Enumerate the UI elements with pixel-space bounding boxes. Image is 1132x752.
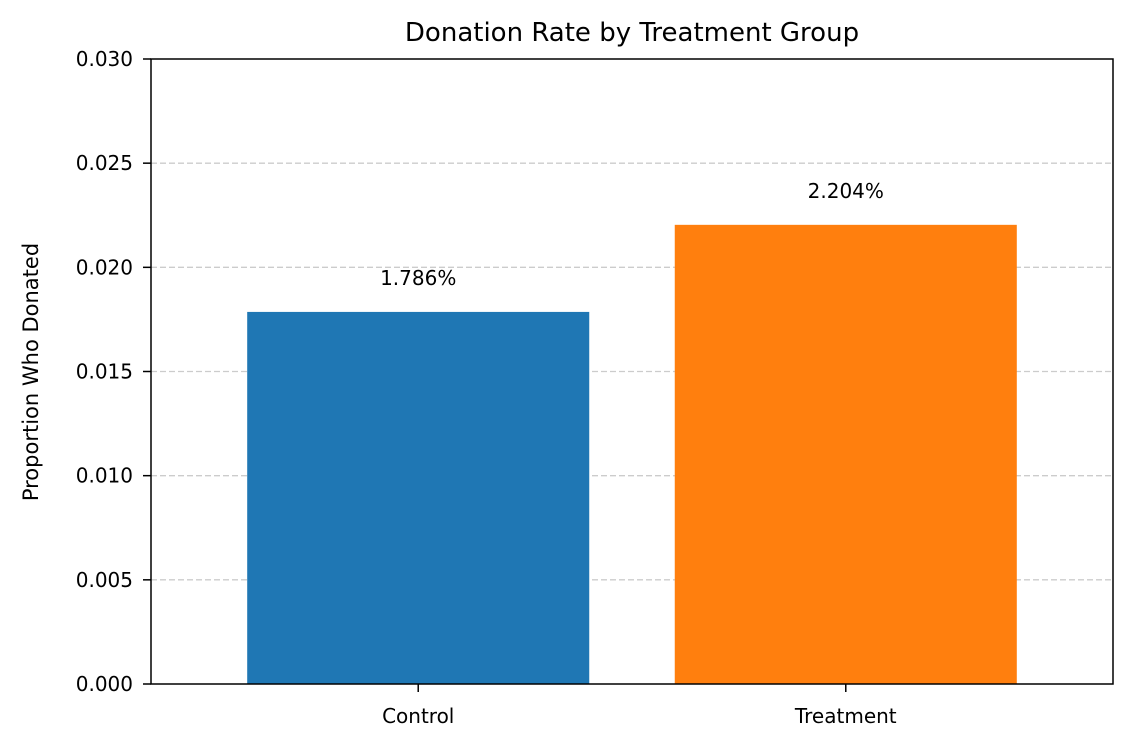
y-tick-label: 0.000 [76,672,133,696]
bar-control [247,311,590,684]
y-tick-label: 0.020 [76,255,133,279]
x-tick-label: Treatment [794,704,897,728]
data-labels: 1.786% 2.204% [380,179,884,290]
bar-treatment [674,224,1017,685]
x-axis-ticks: Control Treatment [382,684,897,728]
y-tick-label: 0.005 [76,568,133,592]
y-tick-label: 0.030 [76,47,133,71]
bars [247,224,1017,685]
y-tick-label: 0.025 [76,151,133,175]
data-label: 1.786% [380,266,456,290]
y-tick-label: 0.015 [76,360,133,384]
y-tick-label: 0.010 [76,464,133,488]
y-axis-label: Proportion Who Donated [19,243,43,501]
y-axis-ticks: 0.000 0.005 0.010 0.015 0.020 0.025 0.030 [76,47,151,696]
x-tick-label: Control [382,704,454,728]
data-label: 2.204% [808,179,884,203]
chart-title: Donation Rate by Treatment Group [405,18,859,48]
